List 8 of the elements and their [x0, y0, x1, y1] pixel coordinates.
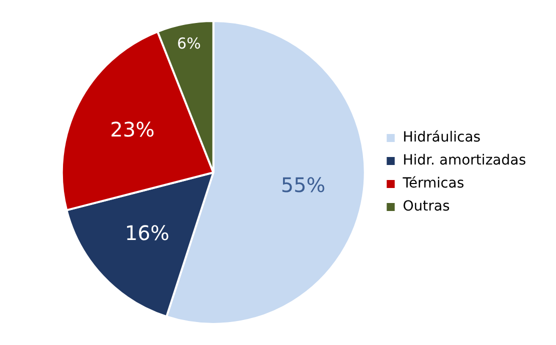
data-label: 16% — [124, 220, 170, 245]
data-label: 23% — [110, 117, 155, 142]
legend-label: Hidr. amortizadas — [402, 152, 526, 169]
legend-label: Térmicas — [402, 176, 464, 192]
data-label: 55% — [280, 172, 326, 197]
legend-label: Hidráulicas — [402, 130, 481, 146]
legend-label: Outras — [402, 198, 450, 215]
data-label: 6% — [177, 34, 201, 52]
